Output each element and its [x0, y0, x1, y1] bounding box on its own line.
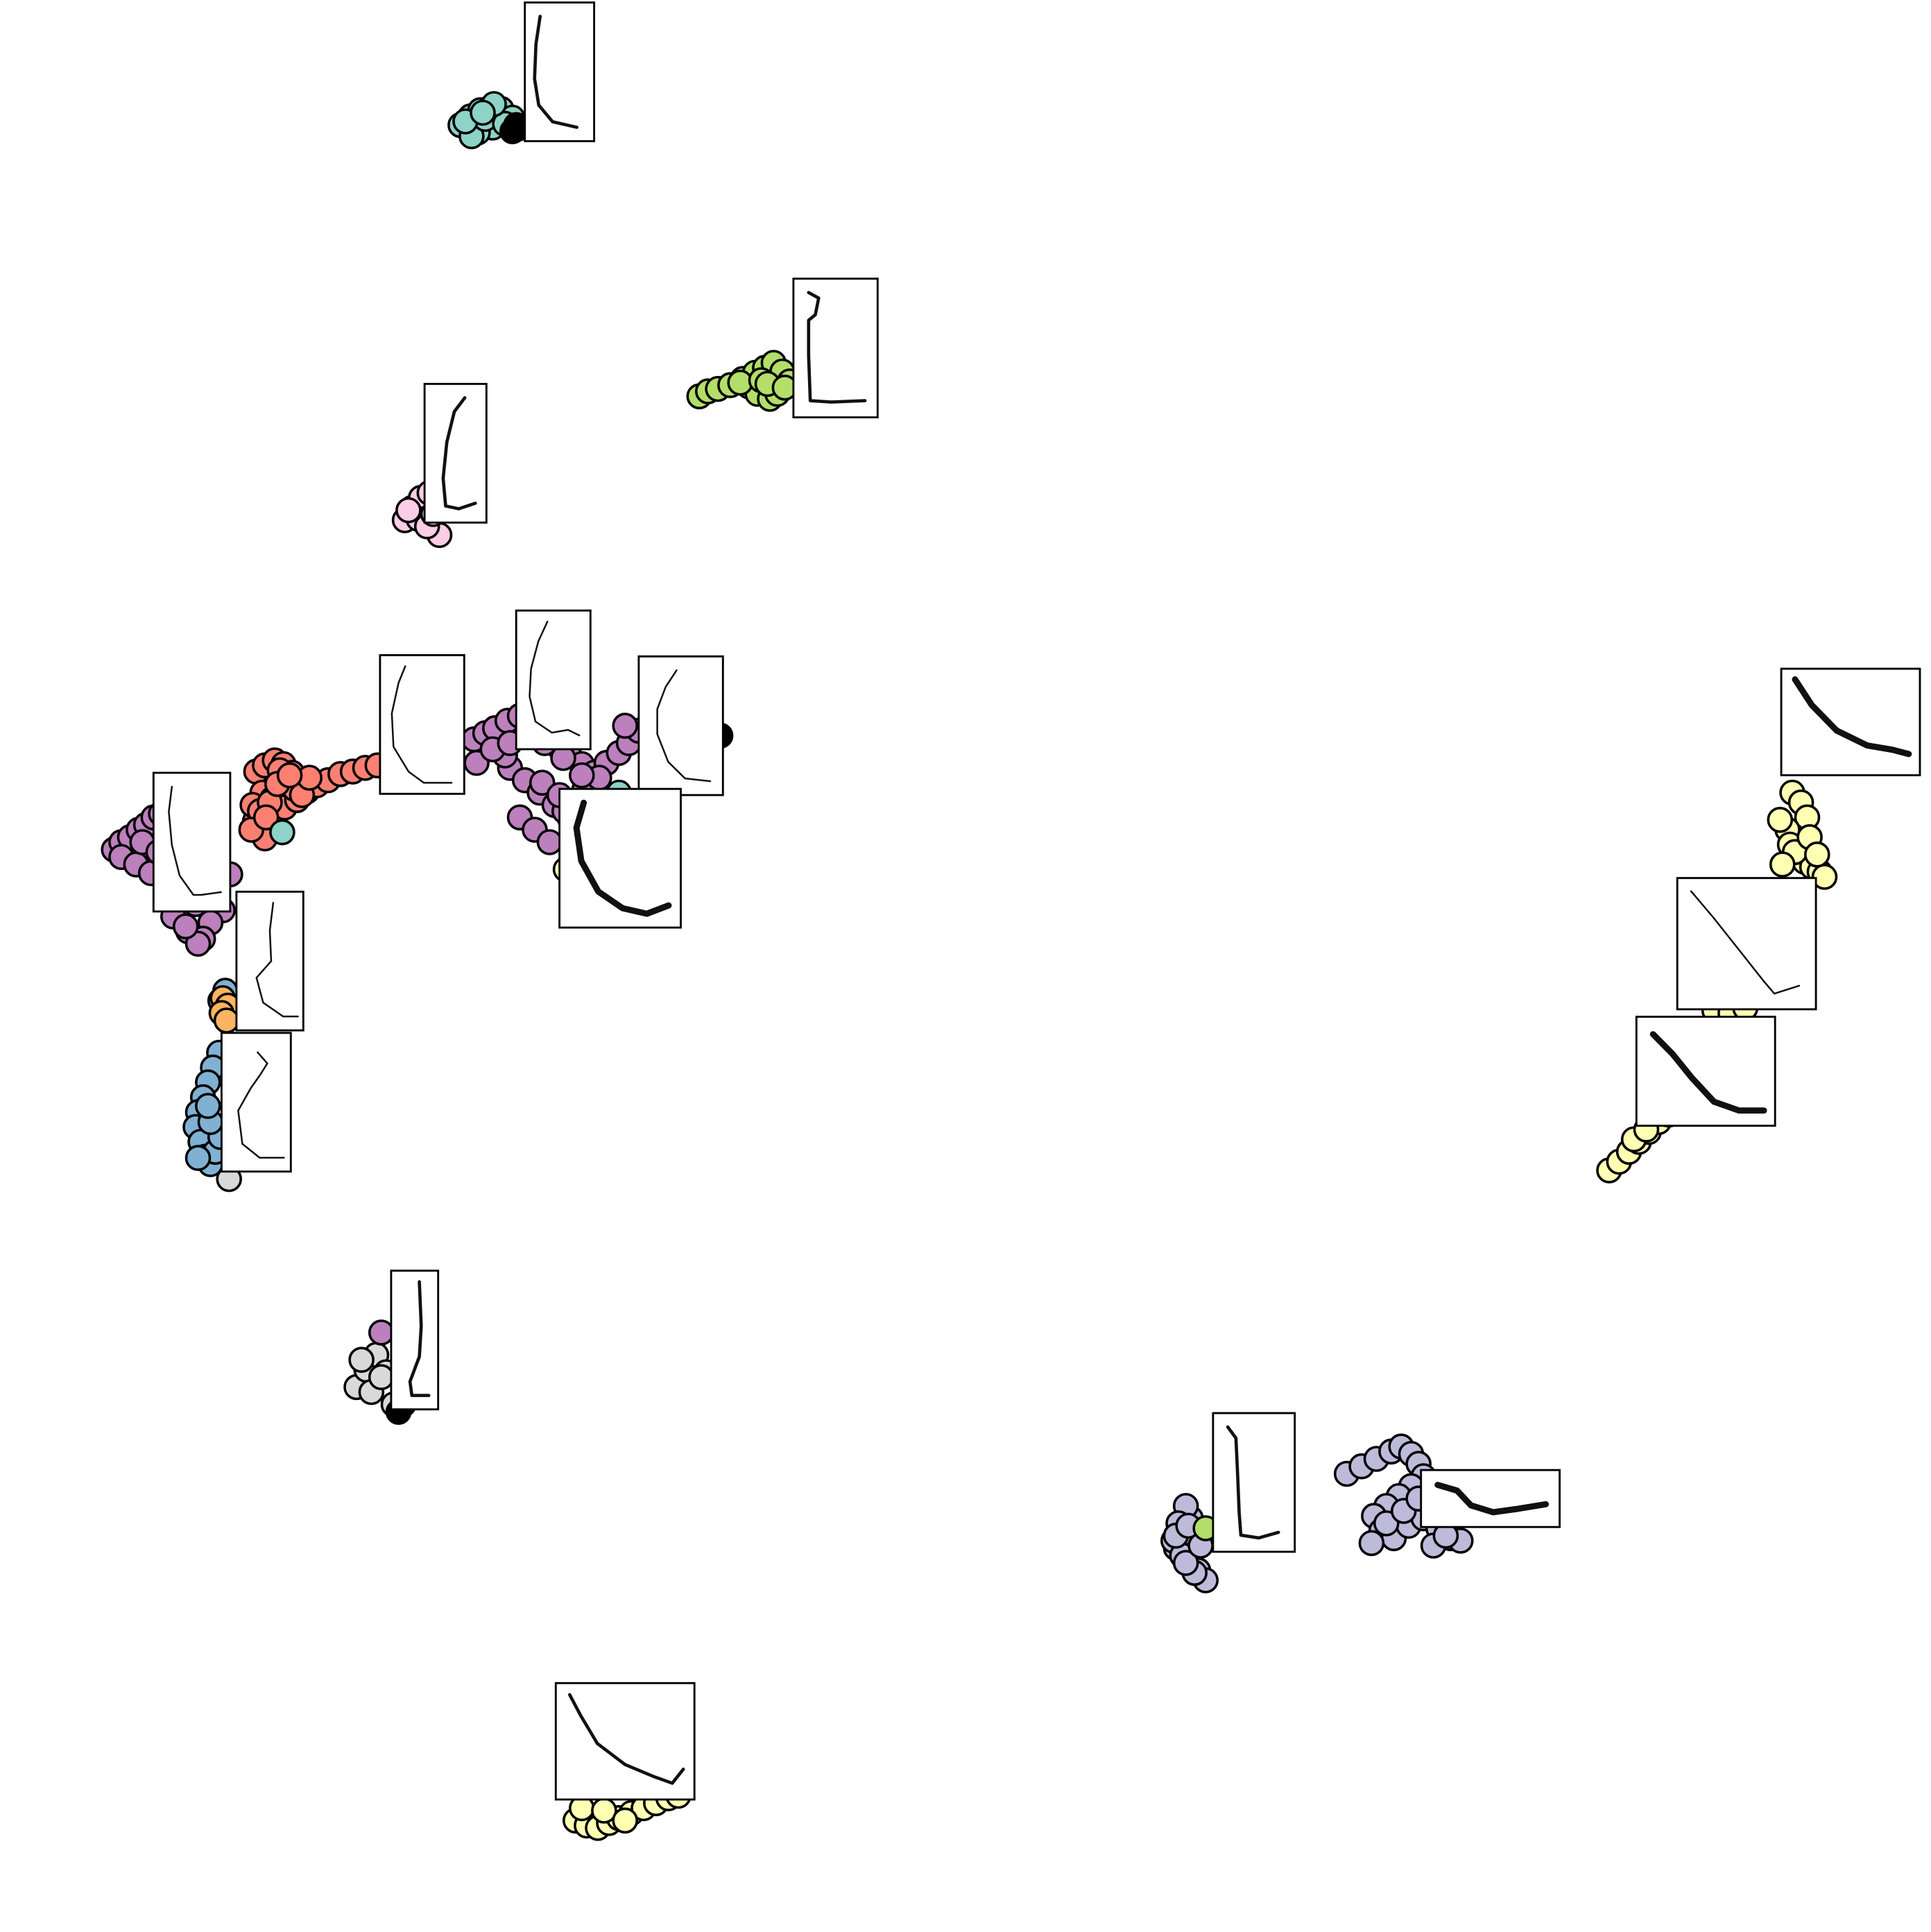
thumbnail-frame: [1420, 1469, 1561, 1528]
thumbnail-frame: [390, 1270, 440, 1411]
thumbnail-frame: [152, 771, 232, 913]
scatter-point: [1172, 1550, 1199, 1576]
scatter-point: [395, 497, 422, 524]
handwritten-stroke: [656, 669, 712, 783]
handwritten-stroke: [1649, 1031, 1767, 1114]
scatter-point: [1767, 807, 1794, 833]
thumbnail-frame: [220, 1032, 292, 1173]
thumbnail-frame: [1676, 877, 1817, 1011]
thumbnail-frame: [235, 890, 304, 1032]
handwritten-stroke: [255, 902, 299, 1018]
digit-thumbnail: [235, 890, 304, 1032]
handwritten-stroke: [1792, 676, 1912, 758]
digit-thumbnail: [558, 787, 682, 929]
scatter-point: [276, 762, 303, 789]
digit-thumbnail: [637, 655, 724, 796]
scatter-point: [569, 762, 595, 789]
scatter-point: [213, 1007, 240, 1034]
scatter-point: [368, 1319, 395, 1346]
scatter-point: [269, 819, 295, 846]
thumbnail-frame: [423, 382, 488, 524]
handwritten-stroke: [533, 15, 578, 129]
handwritten-stroke: [1226, 1425, 1280, 1540]
handwritten-stroke: [1434, 1482, 1550, 1516]
digit-thumbnail: [515, 609, 592, 751]
scatter-point: [252, 804, 280, 831]
digit-thumbnail: [152, 771, 232, 913]
handwritten-stroke: [441, 396, 477, 511]
handwritten-stroke: [391, 665, 453, 784]
scatter-point: [470, 99, 496, 126]
handwritten-stroke: [807, 291, 867, 404]
scatter-point: [184, 930, 212, 957]
handwritten-stroke: [237, 1051, 285, 1159]
digit-thumbnail: [379, 653, 465, 795]
digit-thumbnail: [1420, 1469, 1561, 1528]
digit-thumbnail: [1212, 1412, 1296, 1553]
digit-thumbnail: [524, 1, 596, 142]
thumbnail-frame: [1780, 667, 1921, 776]
thumbnail-frame: [554, 1682, 696, 1801]
digit-thumbnail: [390, 1270, 440, 1411]
digit-thumbnail: [554, 1682, 696, 1801]
scatter-point: [348, 1347, 375, 1373]
thumbnail-frame: [379, 653, 465, 795]
scatter-point: [612, 1807, 638, 1834]
handwritten-stroke: [168, 785, 222, 896]
digit-thumbnail: [423, 382, 488, 524]
scatter-point: [1373, 1510, 1400, 1537]
scatter-point: [195, 1093, 221, 1119]
scatter-point: [1358, 1530, 1385, 1557]
digit-thumbnail: [220, 1032, 292, 1173]
handwritten-stroke: [408, 1280, 431, 1397]
scatter-point: [368, 1364, 395, 1390]
digit-thumbnail: [1780, 667, 1921, 776]
handwritten-stroke: [567, 1693, 685, 1785]
scatter-point: [612, 712, 638, 739]
scatter-point: [529, 769, 556, 796]
digit-thumbnail: [792, 277, 879, 419]
digit-thumbnail: [1676, 877, 1817, 1011]
handwritten-stroke: [573, 799, 672, 917]
scatter-point: [1769, 851, 1796, 878]
thumbnail-frame: [515, 609, 592, 751]
thumbnail-frame: [1212, 1412, 1296, 1553]
scatter-point: [1804, 841, 1830, 868]
thumbnail-frame: [792, 277, 879, 419]
thumbnail-frame: [637, 655, 724, 796]
scatter-point: [536, 829, 563, 855]
scatter-point: [184, 1145, 212, 1171]
thumbnails-layer: [152, 1, 1921, 1801]
digit-thumbnail: [1635, 1016, 1776, 1127]
handwritten-stroke: [1690, 890, 1801, 995]
handwritten-stroke: [529, 620, 581, 737]
scatter-point: [172, 913, 199, 940]
